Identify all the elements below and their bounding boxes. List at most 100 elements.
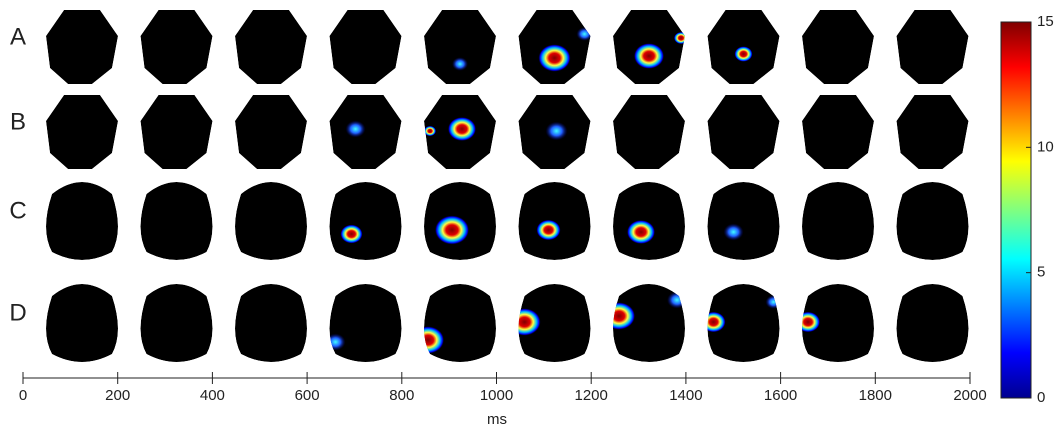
activation xyxy=(723,223,744,241)
head xyxy=(613,182,685,260)
x-tick-label: 0 xyxy=(19,387,27,404)
head xyxy=(518,284,591,362)
x-tick-label: 1600 xyxy=(764,387,797,404)
head xyxy=(896,182,969,260)
row-label: A xyxy=(10,23,26,50)
topomap xyxy=(613,284,685,362)
topomap xyxy=(896,95,969,169)
x-tick-label: 600 xyxy=(295,387,320,404)
activation xyxy=(538,44,571,72)
topomap xyxy=(235,10,307,84)
topomap xyxy=(140,95,213,169)
topomap xyxy=(424,10,496,84)
topomap xyxy=(802,182,874,260)
topomap xyxy=(329,95,402,169)
topomap xyxy=(140,284,213,362)
head xyxy=(46,182,118,260)
topomap xyxy=(518,182,591,260)
topomap xyxy=(802,284,874,362)
topomap xyxy=(896,10,969,84)
head xyxy=(802,95,874,169)
x-tick-label: 1400 xyxy=(669,387,702,404)
activation xyxy=(576,27,591,41)
topomap xyxy=(896,284,969,362)
activation xyxy=(707,311,726,333)
topomap xyxy=(235,95,307,169)
activation xyxy=(424,326,444,354)
head xyxy=(613,284,685,362)
activation xyxy=(518,308,541,336)
activation xyxy=(545,121,568,141)
head xyxy=(46,10,118,84)
activation xyxy=(802,311,820,333)
topomap xyxy=(518,95,591,169)
activation xyxy=(345,120,366,138)
head xyxy=(140,182,213,260)
topomap xyxy=(707,95,780,169)
activation xyxy=(627,220,655,244)
x-tick-label: 200 xyxy=(105,387,130,404)
head xyxy=(802,284,874,362)
topomap xyxy=(707,182,780,260)
topomap xyxy=(140,10,213,84)
head xyxy=(424,10,496,84)
x-tick-label: 1000 xyxy=(480,387,513,404)
row-label: C xyxy=(9,197,26,224)
topomap xyxy=(424,284,496,362)
topomap xyxy=(896,182,969,260)
activation xyxy=(734,46,753,62)
head xyxy=(235,182,307,260)
topomap xyxy=(235,182,307,260)
colorbar-tick-label: 10 xyxy=(1037,138,1054,155)
x-tick-label: 800 xyxy=(389,387,414,404)
topomap xyxy=(424,182,496,260)
colorbar-tick-label: 15 xyxy=(1037,13,1054,30)
topomap xyxy=(518,10,591,84)
topomap xyxy=(46,10,118,84)
activation xyxy=(435,215,469,245)
activation xyxy=(667,291,685,309)
activation xyxy=(634,43,664,69)
head xyxy=(235,10,307,84)
head xyxy=(613,95,685,169)
head xyxy=(802,182,874,260)
x-tick-label: 1200 xyxy=(575,387,608,404)
topomap xyxy=(518,284,591,362)
topomap xyxy=(613,10,685,84)
head xyxy=(140,10,213,84)
activation xyxy=(329,333,346,351)
head xyxy=(140,284,213,362)
row-label: B xyxy=(10,108,26,135)
topomap xyxy=(329,284,402,362)
head xyxy=(235,284,307,362)
topomap xyxy=(424,95,496,169)
head xyxy=(46,95,118,169)
activation xyxy=(536,219,561,241)
topomap xyxy=(46,284,118,362)
activation xyxy=(613,302,635,330)
activation xyxy=(765,295,780,309)
x-tick-label: 400 xyxy=(200,387,225,404)
topomap xyxy=(707,284,780,362)
x-tick-label: 2000 xyxy=(953,387,986,404)
topomap xyxy=(329,182,402,260)
topomap xyxy=(802,10,874,84)
row-label: D xyxy=(9,299,26,326)
topomap xyxy=(329,10,402,84)
head xyxy=(896,284,969,362)
topomap xyxy=(235,284,307,362)
topomap xyxy=(46,182,118,260)
topomap xyxy=(802,95,874,169)
topomap xyxy=(140,182,213,260)
topomap xyxy=(46,95,118,169)
colorbar-tick-label: 5 xyxy=(1037,264,1045,281)
activation xyxy=(448,117,476,141)
topomaps xyxy=(46,10,969,362)
x-axis-label: ms xyxy=(487,411,507,428)
activation xyxy=(452,57,468,71)
colorbar xyxy=(1000,21,1032,399)
head xyxy=(329,284,402,362)
head xyxy=(896,95,969,169)
head xyxy=(46,284,118,362)
